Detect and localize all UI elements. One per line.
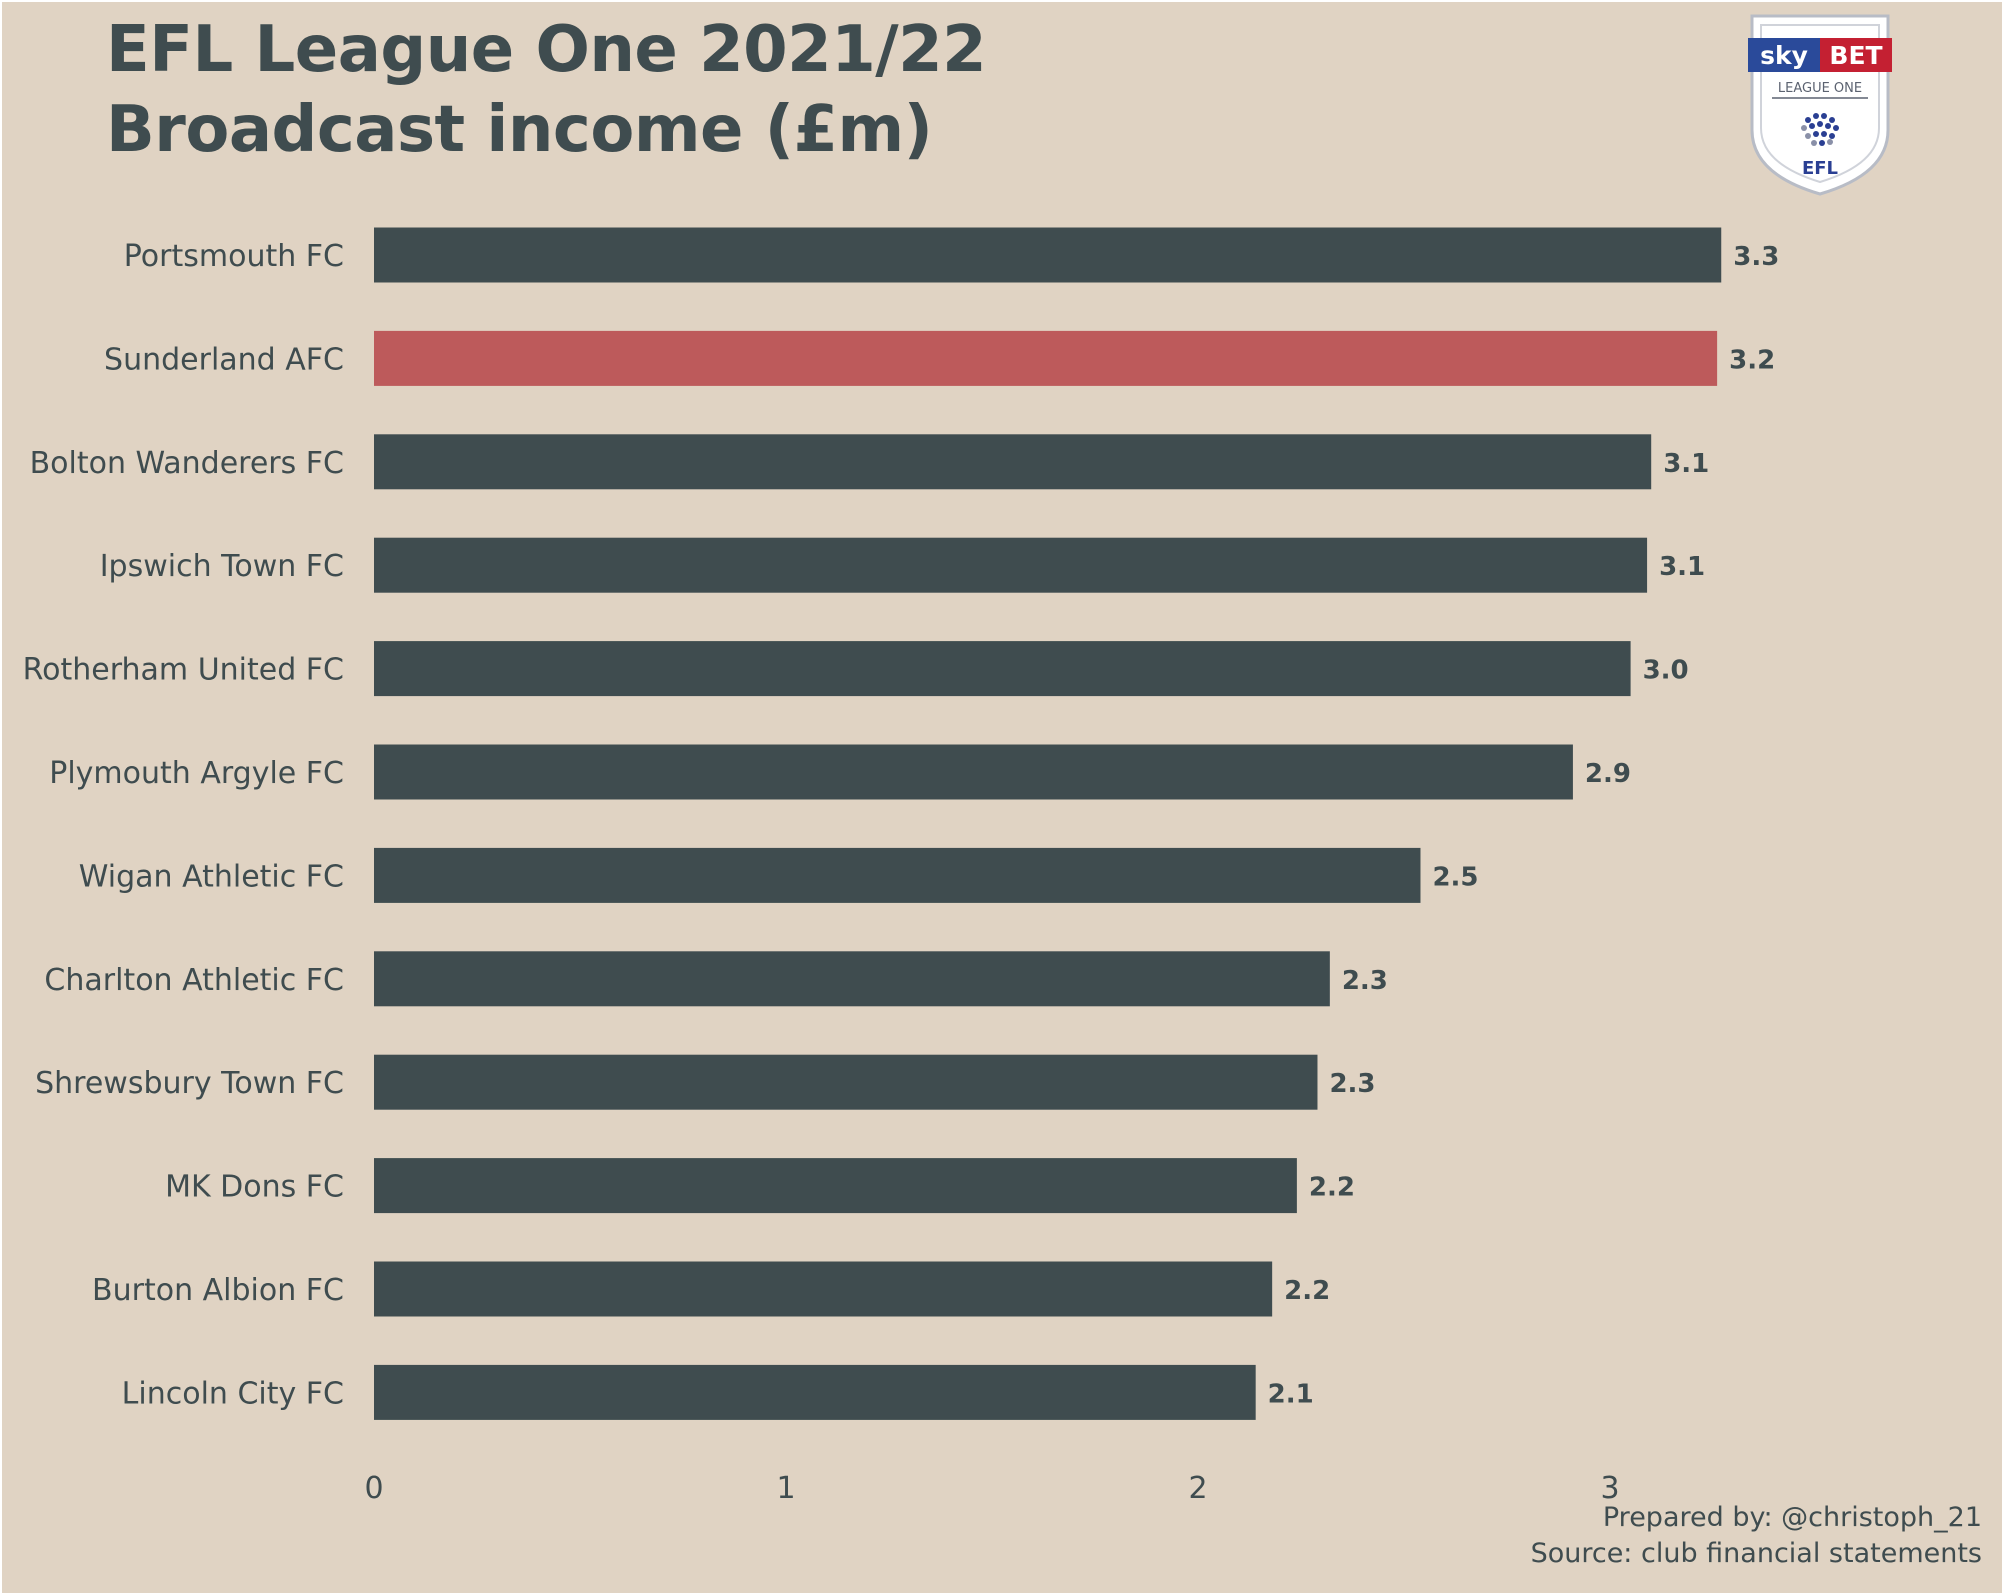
value-label: 2.1 [1268,1379,1314,1409]
x-tick-label: 2 [1188,1471,1207,1506]
category-labels: Portsmouth FC Sunderland AFC Bolton Wander… [23,239,344,1411]
bar-3 [374,537,1648,593]
x-axis-ticks: 0 1 2 3 [364,1471,1619,1506]
credits: Prepared by: @christoph_21 Source: club … [1531,1500,1982,1572]
bar-10 [374,1261,1273,1317]
value-label: 2.3 [1329,1069,1375,1099]
bar-5 [374,744,1573,800]
x-tick-label: 3 [1600,1471,1619,1506]
value-label: 2.9 [1585,759,1631,789]
x-tick-label: 1 [776,1471,795,1506]
category-label: Plymouth Argyle FC [49,756,344,791]
category-label: Wigan Athletic FC [79,859,344,894]
category-label: Ipswich Town FC [100,549,344,584]
efl-ball-icon [1798,106,1842,150]
bet-block [1820,38,1892,72]
category-label: Sunderland AFC [104,342,344,377]
x-tick-label: 0 [364,1471,383,1506]
category-label: Bolton Wanderers FC [30,446,344,481]
bar-2 [374,434,1652,490]
bar-8 [374,1054,1318,1110]
title-line-2: Broadcast income (£m) [106,93,933,167]
bar-0 [374,227,1722,283]
category-label: Rotherham United FC [23,653,344,688]
value-labels: 3.3 3.2 3.1 3.1 3.0 2.9 2.5 2.3 2.3 2.2 2.2 2.1 [1268,242,1780,1409]
category-label: Portsmouth FC [124,239,344,274]
bar-4 [374,641,1631,697]
bars-layer [374,227,1722,1420]
category-label: Charlton Athletic FC [44,963,344,998]
chart-title: EFL League One 2021/22 Broadcast income … [106,10,987,170]
category-label: Lincoln City FC [122,1376,344,1411]
value-label: 2.3 [1342,966,1388,996]
logo-sky-text: sky [1760,41,1808,70]
sky-block [1748,38,1820,72]
sky-bet-league-one-logo: sky BET LEAGUE ONE EFL [1748,14,1892,196]
value-label: 2.2 [1284,1276,1330,1306]
source-text: Source: club financial statements [1530,1538,1982,1569]
bar-9 [374,1158,1297,1214]
value-label: 3.0 [1643,656,1689,686]
category-label: Shrewsbury Town FC [35,1066,344,1101]
logo-efl-text: EFL [1802,158,1838,179]
bar-6 [374,847,1421,903]
title-line-1: EFL League One 2021/22 [106,13,987,87]
value-label: 3.3 [1733,242,1779,272]
bar-7 [374,951,1330,1007]
value-label: 3.2 [1729,345,1775,375]
category-label: MK Dons FC [165,1170,344,1205]
bar-1 [374,330,1718,386]
logo-bet-text: BET [1829,41,1882,70]
logo-league-text: LEAGUE ONE [1778,81,1862,96]
prepared-by-text: Prepared by: @christoph_21 [1602,1502,1982,1533]
value-label: 2.5 [1432,862,1478,892]
value-label: 3.1 [1659,552,1705,582]
category-label: Burton Albion FC [92,1273,344,1308]
bar-11 [374,1364,1256,1420]
value-label: 3.1 [1663,449,1709,479]
value-label: 2.2 [1309,1173,1355,1203]
